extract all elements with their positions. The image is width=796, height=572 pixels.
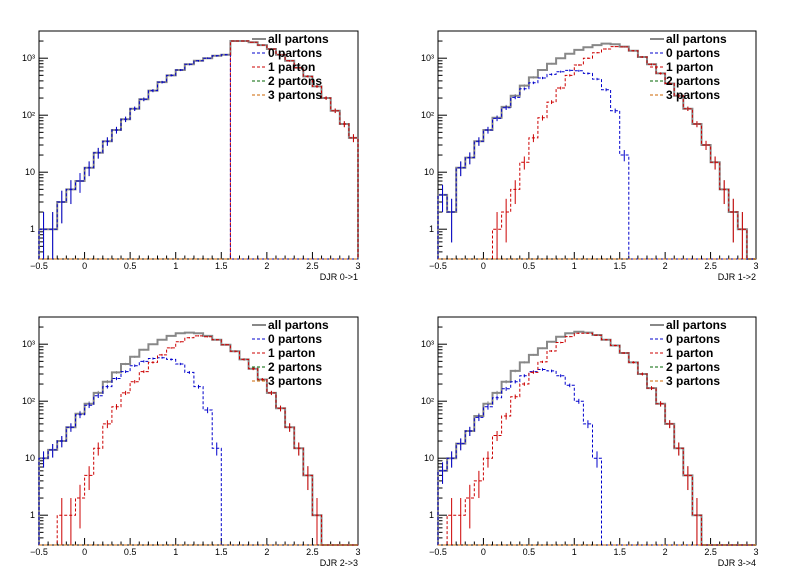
y-tick-label: 10 bbox=[424, 167, 434, 177]
x-tick-label: 3 bbox=[355, 261, 360, 271]
series-line bbox=[438, 46, 756, 260]
series-1-parton bbox=[438, 332, 756, 546]
x-tick-label: 3 bbox=[753, 261, 758, 271]
x-axis-title: DJR 2->3 bbox=[320, 558, 358, 568]
series-0-partons bbox=[38, 356, 358, 546]
y-tick-label: 1 bbox=[30, 224, 35, 234]
legend-label: 0 partons bbox=[268, 332, 322, 346]
y-tick-label: 10² bbox=[22, 396, 35, 406]
x-tick-label: 2 bbox=[264, 261, 269, 271]
series-1-parton bbox=[39, 40, 359, 260]
x-tick-label: 1.5 bbox=[215, 547, 228, 557]
x-tick-label: 2.5 bbox=[306, 547, 319, 557]
x-tick-label: 2.5 bbox=[704, 547, 717, 557]
series-line bbox=[39, 40, 359, 260]
x-tick-label: 1.5 bbox=[613, 261, 626, 271]
legend-label: all partons bbox=[268, 318, 329, 332]
y-tick-label: 10² bbox=[421, 396, 434, 406]
legend-label: 2 partons bbox=[666, 74, 720, 88]
x-tick-label: 3 bbox=[355, 547, 360, 557]
x-tick-label: −0.5 bbox=[429, 547, 447, 557]
x-axis-title: DJR 1->2 bbox=[718, 272, 756, 282]
y-tick-label: 10 bbox=[424, 453, 434, 463]
x-tick-label: 3 bbox=[753, 547, 758, 557]
legend-label: 1 parton bbox=[666, 60, 713, 74]
x-tick-label: 0 bbox=[82, 547, 87, 557]
y-tick-label: 1 bbox=[30, 510, 35, 520]
x-tick-label: −0.5 bbox=[30, 547, 48, 557]
panel-1: −0.5 0 0.5 1 1.5 2 2.5 3 1 10 10² 10³ DJR 0->1 all pa… bbox=[22, 30, 361, 282]
legend-label: 1 parton bbox=[666, 346, 713, 360]
y-tick-label: 10² bbox=[421, 110, 434, 120]
legend-label: 3 partons bbox=[268, 88, 322, 102]
legend-label: 3 partons bbox=[666, 374, 720, 388]
y-tick-label: 10³ bbox=[22, 53, 35, 63]
x-tick-label: 2 bbox=[264, 547, 269, 557]
legend-label: 2 partons bbox=[268, 360, 322, 374]
legend-label: 2 partons bbox=[268, 74, 322, 88]
y-tick-label: 10² bbox=[22, 110, 35, 120]
x-tick-label: 2 bbox=[663, 547, 668, 557]
x-tick-label: 2 bbox=[663, 261, 668, 271]
x-tick-label: 0.5 bbox=[124, 547, 137, 557]
x-tick-label: 0 bbox=[481, 261, 486, 271]
x-tick-label: 0.5 bbox=[124, 261, 137, 271]
y-tick-label: 1 bbox=[429, 224, 434, 234]
legend-label: all partons bbox=[268, 32, 329, 46]
y-tick-label: 10³ bbox=[421, 339, 434, 349]
series-line bbox=[38, 54, 358, 260]
legend-label: 3 partons bbox=[268, 374, 322, 388]
series-1-parton bbox=[438, 45, 756, 260]
y-tick-label: 1 bbox=[429, 510, 434, 520]
panel-2: −0.5 0 0.5 1 1.5 2 2.5 3 1 10 10² 10³ DJR 1->2 all pa… bbox=[421, 30, 759, 282]
legend-label: 0 partons bbox=[666, 332, 720, 346]
x-tick-label: 2.5 bbox=[306, 261, 319, 271]
x-tick-label: 1 bbox=[572, 261, 577, 271]
x-axis-title: DJR 3->4 bbox=[718, 558, 756, 568]
x-tick-label: −0.5 bbox=[30, 261, 48, 271]
series-0-partons bbox=[437, 69, 756, 260]
y-tick-label: 10 bbox=[25, 167, 35, 177]
legend-label: all partons bbox=[666, 32, 727, 46]
x-tick-label: 0 bbox=[481, 547, 486, 557]
series-1-parton bbox=[39, 335, 358, 546]
legend-label: 1 parton bbox=[268, 60, 315, 74]
series-0-partons bbox=[38, 54, 358, 260]
panel-3: −0.5 0 0.5 1 1.5 2 2.5 3 1 10 10² 10³ DJR 2->3 all pa… bbox=[22, 316, 361, 568]
y-tick-label: 10 bbox=[25, 453, 35, 463]
y-tick-label: 10³ bbox=[421, 53, 434, 63]
x-tick-label: −0.5 bbox=[429, 261, 447, 271]
y-tick-label: 10³ bbox=[22, 339, 35, 349]
x-tick-label: 1 bbox=[173, 547, 178, 557]
panel-4: −0.5 0 0.5 1 1.5 2 2.5 3 1 10 10² 10³ DJR 3->4 all pa… bbox=[421, 316, 759, 568]
x-tick-label: 1 bbox=[572, 547, 577, 557]
x-tick-label: 0.5 bbox=[523, 547, 536, 557]
legend-label: 0 partons bbox=[268, 46, 322, 60]
series-0-partons bbox=[437, 368, 756, 546]
x-tick-label: 1.5 bbox=[215, 261, 228, 271]
legend-label: 2 partons bbox=[666, 360, 720, 374]
x-tick-label: 1.5 bbox=[613, 547, 626, 557]
legend-label: 3 partons bbox=[666, 88, 720, 102]
legend-label: 1 parton bbox=[268, 346, 315, 360]
x-tick-label: 2.5 bbox=[704, 261, 717, 271]
x-tick-label: 1 bbox=[173, 261, 178, 271]
legend-label: 0 partons bbox=[666, 46, 720, 60]
series-line bbox=[39, 335, 358, 546]
x-tick-label: 0 bbox=[82, 261, 87, 271]
x-axis-title: DJR 0->1 bbox=[320, 272, 358, 282]
x-tick-label: 0.5 bbox=[523, 261, 536, 271]
legend-label: all partons bbox=[666, 318, 727, 332]
